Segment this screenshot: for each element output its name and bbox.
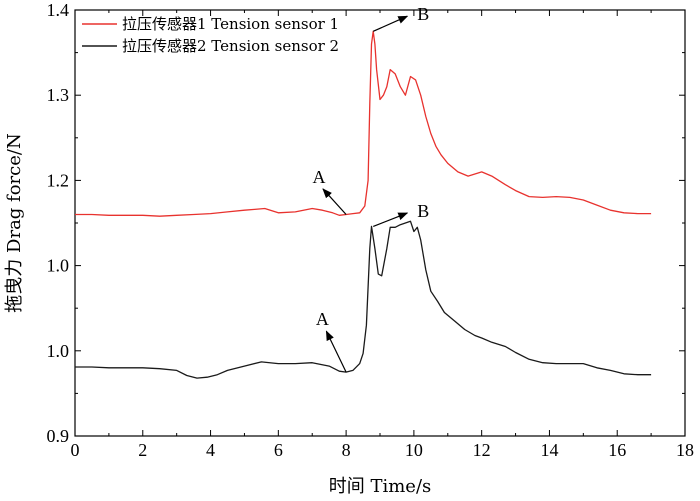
axis-ticks: [74, 9, 686, 437]
x-tick-label: 18: [676, 440, 694, 460]
annotation-arrow-A: [322, 188, 347, 215]
series-lines: [75, 30, 652, 379]
tick-labels: 0 2 4 6 8 10 12 14 16 18 0.9 1.0 1.0 1.2 1.3 1.4: [47, 0, 695, 460]
series-line-sensor-1: [75, 30, 652, 217]
x-tick-label: 6: [274, 440, 283, 460]
series-line-sensor-2: [75, 220, 652, 379]
x-tick-label: 16: [608, 440, 626, 460]
y-tick-label: 0.9: [47, 426, 70, 446]
annotation-arrow-B: [373, 212, 409, 227]
x-tick-label: 2: [138, 440, 147, 460]
annotation-label-B: B: [417, 201, 429, 221]
legend-label-sensor-1: 拉压传感器1 Tension sensor 1: [122, 15, 339, 33]
y-tick-label: 1.0: [47, 341, 70, 361]
annotations: A B A B: [313, 4, 429, 373]
x-axis-title: 时间 Time/s: [329, 476, 432, 497]
x-tick-label: 12: [473, 440, 491, 460]
x-tick-label: 14: [540, 440, 558, 460]
x-tick-label: 10: [405, 440, 423, 460]
x-tick-label: 0: [71, 440, 80, 460]
plot-area-frame: [74, 9, 686, 437]
annotation-arrow-A: [325, 330, 347, 373]
x-tick-label: 8: [342, 440, 351, 460]
y-tick-label: 1.2: [47, 170, 70, 190]
legend: 拉压传感器1 Tension sensor 1 拉压传感器2 Tension s…: [82, 15, 339, 55]
annotation-arrow-B: [372, 15, 409, 32]
x-tick-label: 4: [206, 440, 215, 460]
annotation-label-A: A: [313, 167, 326, 187]
y-tick-label: 1.0: [47, 256, 70, 276]
y-tick-label: 1.3: [47, 85, 70, 105]
y-tick-label: 1.4: [47, 0, 70, 20]
y-axis-title: 拖曳力 Drag force/N: [4, 133, 25, 312]
annotation-label-B: B: [417, 4, 429, 24]
annotation-label-A: A: [316, 309, 329, 329]
legend-label-sensor-2: 拉压传感器2 Tension sensor 2: [122, 37, 339, 55]
